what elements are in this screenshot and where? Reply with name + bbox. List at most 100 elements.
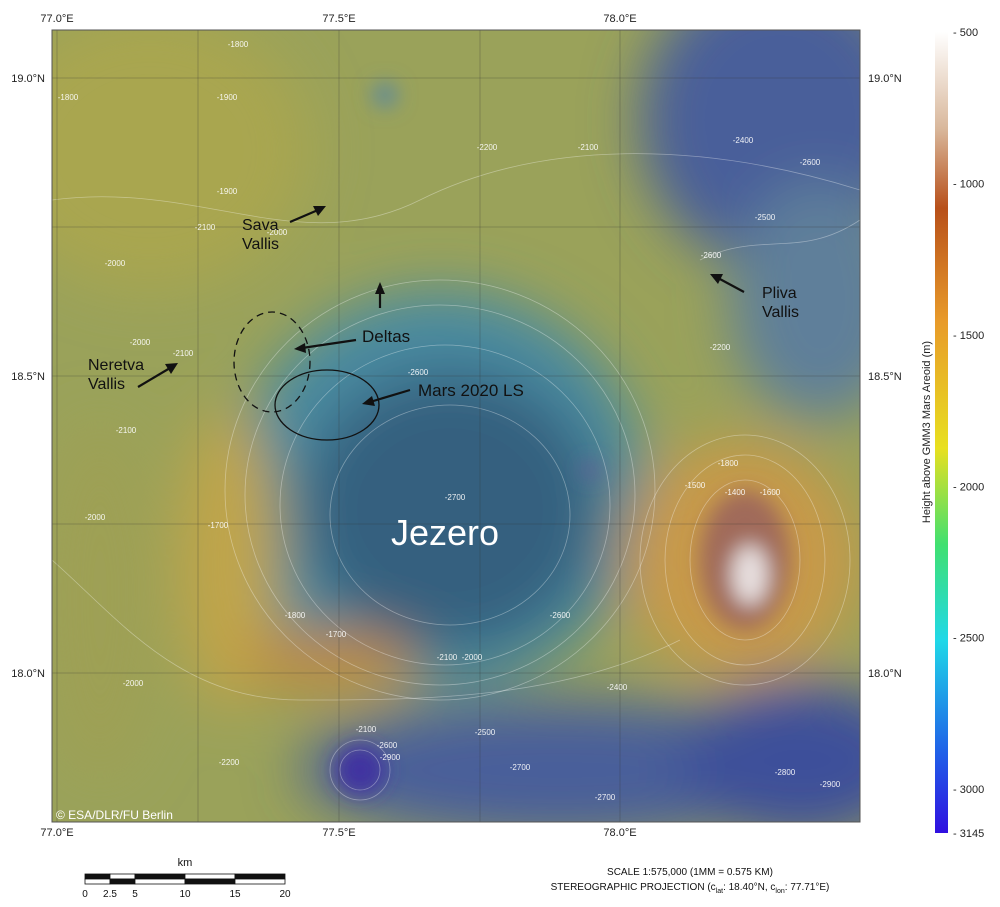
- contour-label: -1400: [725, 488, 746, 497]
- feature-label: Vallis: [88, 376, 125, 393]
- contour-label: -2800: [775, 768, 796, 777]
- contour-label: -2000: [462, 653, 483, 662]
- bottom-coord-label: 77.0°E: [40, 827, 73, 839]
- scale-tick-label: 5: [132, 889, 138, 900]
- projection-sub: lon: [775, 888, 784, 895]
- contour-label: -2900: [820, 780, 841, 789]
- scale-tick-label: 20: [279, 889, 291, 900]
- contour-label: -1800: [718, 459, 739, 468]
- contour-label: -1900: [217, 93, 238, 102]
- contour-label: -1700: [326, 630, 347, 639]
- contour-label: -2900: [380, 753, 401, 762]
- contour-label: -2000: [85, 513, 106, 522]
- colorbar-tick-label: - 2500: [953, 633, 984, 645]
- top-coord-label: 77.5°E: [322, 13, 355, 25]
- right-coord-label: 19.0°N: [868, 73, 902, 85]
- scale-segment: [184, 878, 236, 885]
- scale-segment: [234, 878, 286, 885]
- colorbar-tick-label: - 1000: [953, 178, 984, 190]
- scale-tick-label: 15: [229, 889, 241, 900]
- scale-tick-label: 10: [179, 889, 191, 900]
- scale-segment: [134, 878, 186, 885]
- contour-label: -2700: [595, 793, 616, 802]
- contour-label: -2100: [116, 426, 137, 435]
- scale-segment: [184, 873, 236, 880]
- delta-outline: [233, 311, 311, 413]
- left-coord-label: 18.0°N: [11, 668, 45, 680]
- contour-label: -2400: [733, 136, 754, 145]
- contour-label: -2600: [408, 368, 429, 377]
- contour-label: -1500: [685, 481, 706, 490]
- contour-label: -1800: [58, 93, 79, 102]
- contour-label: -2500: [475, 728, 496, 737]
- contour-label: -2600: [550, 611, 571, 620]
- projection-sub: lat: [716, 888, 723, 895]
- colorbar-tick-label: - 500: [953, 27, 978, 39]
- contour-label: -2100: [437, 653, 458, 662]
- contour-label: -2600: [377, 741, 398, 750]
- contour-label: -2700: [510, 763, 531, 772]
- scale-segment: [134, 873, 186, 880]
- scale-tick-label: 2.5: [103, 889, 117, 900]
- scale-segment: [109, 873, 136, 880]
- credit-license: Creative commons BY-SA 3.0 IGO: [70, 825, 192, 834]
- contour-label: -1600: [760, 488, 781, 497]
- colorbar-title: Height above GMM3 Mars Areoid (m): [921, 341, 933, 523]
- contour-label: -2700: [445, 493, 466, 502]
- credit: © ESA/DLR/FU Berlin: [56, 808, 173, 822]
- projection-part: : 18.40°N, c: [723, 882, 775, 893]
- contour-label: -2600: [800, 158, 821, 167]
- projection-part: STEREOGRAPHIC PROJECTION (c: [551, 882, 716, 893]
- contour-label: -2600: [701, 251, 722, 260]
- feature-label: Mars 2020 LS: [418, 381, 524, 400]
- scale-segment: [84, 873, 111, 880]
- scale-tick-label: 0: [82, 889, 88, 900]
- projection-part: : 77.71°E): [785, 882, 830, 893]
- contour-label: -2000: [267, 228, 288, 237]
- feature-label: Vallis: [242, 236, 279, 253]
- right-coord-label: 18.5°N: [868, 371, 902, 383]
- colorbar: [935, 32, 948, 833]
- scale-unit: km: [178, 857, 193, 869]
- top-coord-label: 77.0°E: [40, 13, 73, 25]
- landing-ellipse: [274, 369, 380, 441]
- feature-label: Jezero: [391, 512, 499, 553]
- contour-label: -2100: [578, 143, 599, 152]
- map-frame: [51, 29, 861, 823]
- colorbar-tick-label: - 3000: [953, 784, 984, 796]
- contour-label: -2100: [173, 349, 194, 358]
- scale-segment: [234, 873, 286, 880]
- scale-segment: [84, 878, 111, 885]
- scale-text: SCALE 1:575,000 (1MM = 0.575 KM): [607, 867, 773, 878]
- feature-label: Vallis: [762, 304, 799, 321]
- colorbar-tick-label: - 2000: [953, 481, 984, 493]
- scale-segment: [109, 878, 136, 885]
- left-coord-label: 19.0°N: [11, 73, 45, 85]
- contour-label: -2400: [607, 683, 628, 692]
- contour-label: -2200: [219, 758, 240, 767]
- feature-label: Deltas: [362, 327, 410, 346]
- contour-label: -2200: [477, 143, 498, 152]
- contour-label: -1700: [208, 521, 229, 530]
- contour-label: -1800: [228, 40, 249, 49]
- feature-label: Neretva: [88, 357, 144, 374]
- projection-text: STEREOGRAPHIC PROJECTION (clat: 18.40°N,…: [551, 882, 830, 895]
- feature-label: Sava: [242, 217, 279, 234]
- contour-label: -2000: [123, 679, 144, 688]
- contour-label: -1800: [285, 611, 306, 620]
- bottom-coord-label: 77.5°E: [322, 827, 355, 839]
- colorbar-tick-label: - 3145: [953, 828, 984, 840]
- contour-label: -1900: [217, 187, 238, 196]
- contour-label: -2000: [105, 259, 126, 268]
- contour-label: -2100: [195, 223, 216, 232]
- top-coord-label: 78.0°E: [603, 13, 636, 25]
- contour-label: -2000: [130, 338, 151, 347]
- contour-label: -2500: [755, 213, 776, 222]
- arrows: [137, 206, 745, 406]
- bottom-coord-label: 78.0°E: [603, 827, 636, 839]
- right-coord-label: 18.0°N: [868, 668, 902, 680]
- contour-label: -2100: [356, 725, 377, 734]
- colorbar-tick-label: - 1500: [953, 330, 984, 342]
- map-image: [52, 30, 860, 822]
